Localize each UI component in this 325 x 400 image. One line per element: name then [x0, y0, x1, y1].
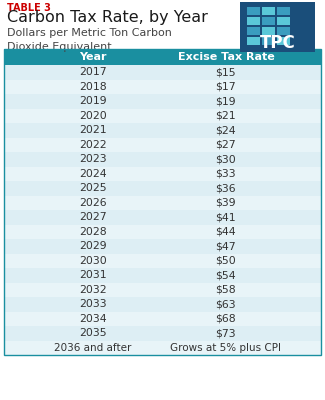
FancyBboxPatch shape [4, 108, 321, 123]
FancyBboxPatch shape [4, 152, 321, 166]
Text: Excise Tax Rate: Excise Tax Rate [177, 52, 274, 62]
FancyBboxPatch shape [262, 27, 275, 35]
Text: $24: $24 [215, 125, 236, 135]
Text: $73: $73 [215, 328, 236, 338]
FancyBboxPatch shape [277, 27, 290, 35]
FancyBboxPatch shape [4, 181, 321, 196]
Text: 2036 and after: 2036 and after [54, 343, 131, 353]
Text: TABLE 3: TABLE 3 [7, 3, 51, 13]
FancyBboxPatch shape [4, 268, 321, 282]
Text: 2031: 2031 [79, 270, 107, 280]
Text: 2029: 2029 [79, 241, 107, 251]
Text: $63: $63 [215, 299, 236, 309]
Text: TPC: TPC [260, 34, 295, 52]
Text: $39: $39 [215, 198, 236, 208]
Text: 2026: 2026 [79, 198, 107, 208]
Text: 2033: 2033 [79, 299, 107, 309]
Text: $50: $50 [215, 256, 236, 266]
FancyBboxPatch shape [4, 239, 321, 254]
Text: Year: Year [79, 52, 107, 62]
FancyBboxPatch shape [4, 254, 321, 268]
Text: 2027: 2027 [79, 212, 107, 222]
Text: 2035: 2035 [79, 328, 107, 338]
FancyBboxPatch shape [4, 65, 321, 80]
FancyBboxPatch shape [4, 224, 321, 239]
Text: $21: $21 [215, 111, 236, 121]
FancyBboxPatch shape [4, 166, 321, 181]
FancyBboxPatch shape [4, 138, 321, 152]
Text: 2030: 2030 [79, 256, 107, 266]
FancyBboxPatch shape [4, 80, 321, 94]
Text: Grows at 5% plus CPI: Grows at 5% plus CPI [170, 343, 281, 353]
FancyBboxPatch shape [277, 7, 290, 15]
FancyBboxPatch shape [4, 282, 321, 297]
FancyBboxPatch shape [247, 27, 260, 35]
FancyBboxPatch shape [277, 37, 290, 45]
FancyBboxPatch shape [262, 17, 275, 25]
Text: 2025: 2025 [79, 183, 107, 193]
Text: 2018: 2018 [79, 82, 107, 92]
FancyBboxPatch shape [240, 2, 315, 52]
Text: $17: $17 [215, 82, 236, 92]
Text: Dollars per Metric Ton Carbon
Dioxide Equivalent: Dollars per Metric Ton Carbon Dioxide Eq… [7, 28, 172, 52]
Text: $15: $15 [215, 67, 236, 77]
Text: 2023: 2023 [79, 154, 107, 164]
Text: 2024: 2024 [79, 169, 107, 179]
FancyBboxPatch shape [4, 326, 321, 340]
Text: $47: $47 [215, 241, 236, 251]
Text: 2028: 2028 [79, 227, 107, 237]
FancyBboxPatch shape [4, 123, 321, 138]
Text: 2034: 2034 [79, 314, 107, 324]
Text: $54: $54 [215, 270, 236, 280]
Text: $41: $41 [215, 212, 236, 222]
Text: 2019: 2019 [79, 96, 107, 106]
FancyBboxPatch shape [4, 49, 321, 65]
FancyBboxPatch shape [277, 17, 290, 25]
FancyBboxPatch shape [247, 17, 260, 25]
FancyBboxPatch shape [262, 7, 275, 15]
FancyBboxPatch shape [4, 340, 321, 355]
Text: $68: $68 [215, 314, 236, 324]
Text: Carbon Tax Rate, by Year: Carbon Tax Rate, by Year [7, 10, 208, 25]
Text: 2017: 2017 [79, 67, 107, 77]
Text: $44: $44 [215, 227, 236, 237]
FancyBboxPatch shape [4, 297, 321, 312]
Text: 2020: 2020 [79, 111, 107, 121]
Text: $36: $36 [215, 183, 236, 193]
Text: $33: $33 [215, 169, 236, 179]
FancyBboxPatch shape [4, 196, 321, 210]
Text: 2021: 2021 [79, 125, 107, 135]
FancyBboxPatch shape [262, 37, 275, 45]
Text: $27: $27 [215, 140, 236, 150]
FancyBboxPatch shape [4, 210, 321, 224]
Text: $58: $58 [215, 285, 236, 295]
FancyBboxPatch shape [247, 37, 260, 45]
FancyBboxPatch shape [247, 7, 260, 15]
Text: 2032: 2032 [79, 285, 107, 295]
FancyBboxPatch shape [4, 94, 321, 108]
FancyBboxPatch shape [4, 312, 321, 326]
Text: 2022: 2022 [79, 140, 107, 150]
Text: $30: $30 [215, 154, 236, 164]
Text: $19: $19 [215, 96, 236, 106]
